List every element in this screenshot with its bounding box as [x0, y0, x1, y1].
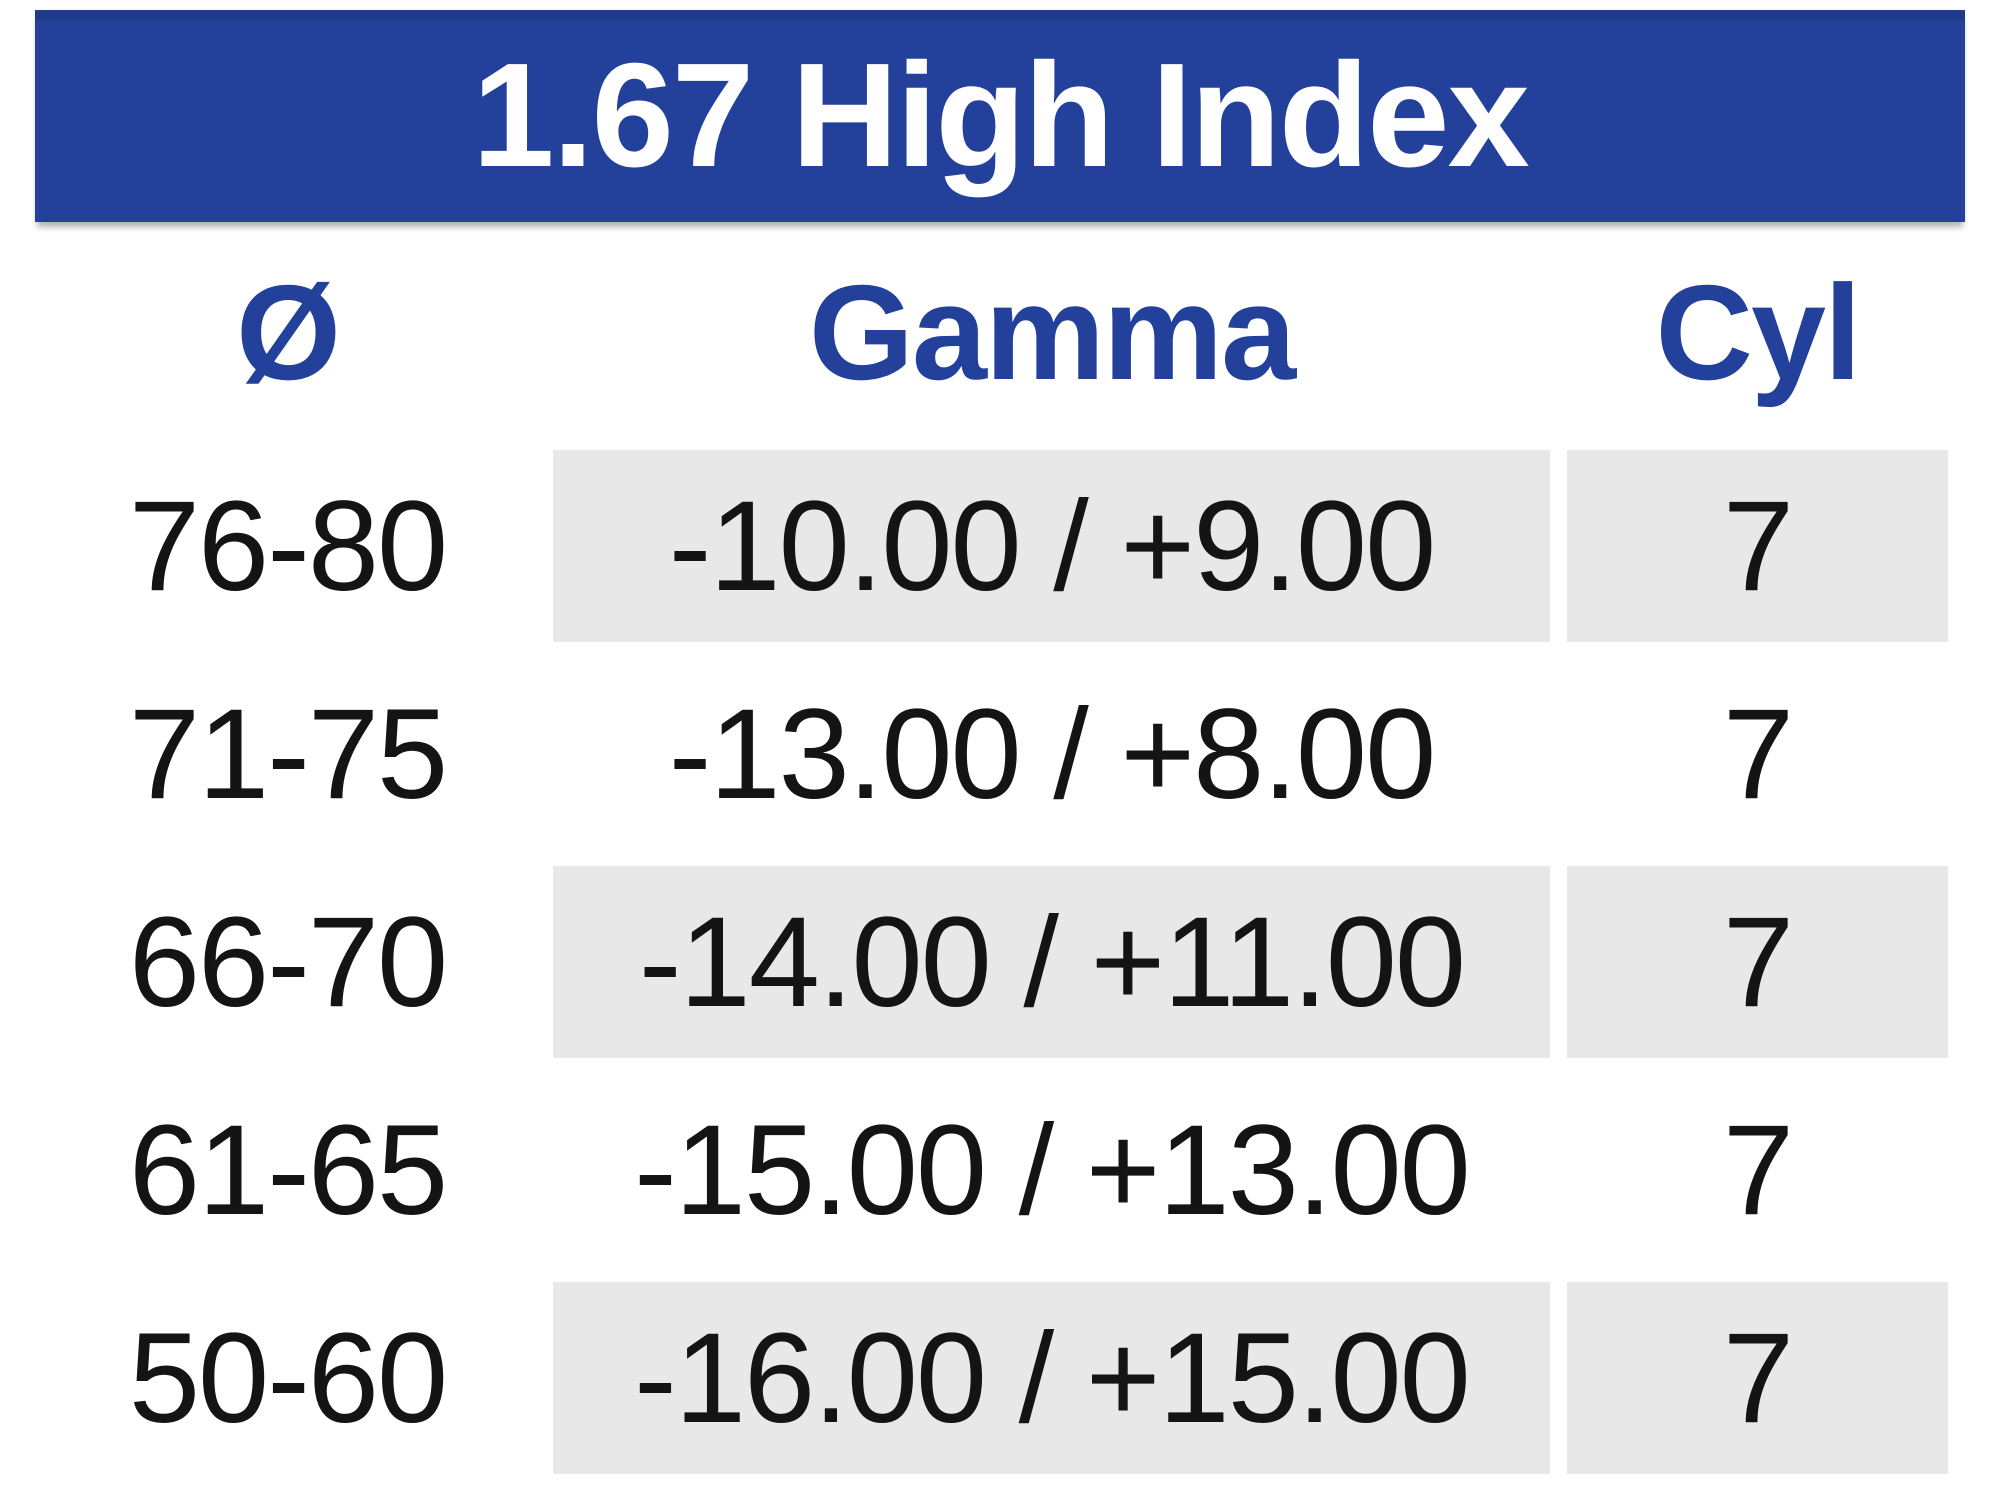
gamma-range-cell: -14.00 / +11.00: [553, 866, 1550, 1058]
table-row: 76-80 -10.00 / +9.00 7: [35, 442, 1965, 650]
chart-title: 1.67 High Index: [472, 33, 1530, 198]
table-row: 71-75 -13.00 / +8.00 7: [35, 650, 1965, 858]
diameter-cell: 71-75: [128, 682, 448, 826]
gamma-range-cell: -15.00 / +13.00: [634, 1098, 1471, 1242]
gamma-range-cell: -10.00 / +9.00: [553, 450, 1550, 642]
table-row: 50-60 -16.00 / +15.00 7: [35, 1274, 1965, 1482]
gamma-range-cell: -16.00 / +15.00: [553, 1282, 1550, 1474]
diameter-cell: 66-70: [128, 890, 448, 1034]
table-row: 66-70 -14.00 / +11.00 7: [35, 858, 1965, 1066]
diameter-cell: 61-65: [128, 1098, 448, 1242]
cyl-cell: 7: [1567, 450, 1948, 642]
column-header-gamma: Gamma: [808, 256, 1296, 408]
column-header-cyl: Cyl: [1655, 256, 1861, 408]
table-row: 61-65 -15.00 / +13.00 7: [35, 1066, 1965, 1274]
cyl-cell: 7: [1722, 682, 1794, 826]
column-header-diameter: Ø: [235, 256, 341, 408]
title-banner: 1.67 High Index: [35, 10, 1965, 222]
table-header-row: Ø Gamma Cyl: [35, 222, 1965, 442]
diameter-cell: 76-80: [128, 474, 448, 618]
diameter-cell: 50-60: [128, 1306, 448, 1450]
gamma-range-cell: -13.00 / +8.00: [668, 682, 1437, 826]
data-table: Ø Gamma Cyl 76-80 -10.00 / +9.00 7 71-75…: [35, 222, 1965, 1482]
cyl-cell: 7: [1722, 1098, 1794, 1242]
cyl-cell: 7: [1567, 1282, 1948, 1474]
cyl-cell: 7: [1567, 866, 1948, 1058]
